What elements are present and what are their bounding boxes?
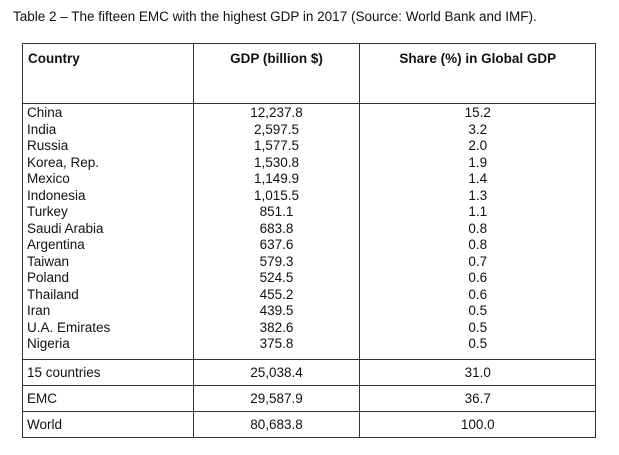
total-share: 100.0	[359, 410, 596, 438]
country-cell: Poland	[27, 270, 70, 285]
gdp-cell: 1,149.9	[253, 171, 300, 186]
total-gdp: 25,038.4	[192, 358, 361, 386]
share-cell: 0.5	[468, 303, 488, 318]
total-label: World	[22, 410, 194, 438]
total-label: EMC	[22, 384, 194, 412]
gdp-cell: 851.1	[259, 204, 294, 219]
share-cell: 0.8	[468, 237, 488, 252]
gdp-cell: 683.8	[259, 220, 294, 236]
share-cell: 2.0	[468, 138, 488, 153]
gdp-cell: 2,597.5	[253, 121, 300, 137]
country-cell: Russia	[27, 138, 69, 153]
gdp-cell: 637.6	[259, 237, 294, 252]
gdp-cell: 455.2	[259, 286, 294, 302]
header-row: Country GDP (billion $) Share (%) in Glo…	[22, 43, 596, 104]
country-cell: Iran	[27, 303, 51, 318]
header-country: Country	[22, 43, 194, 104]
total-row-world: World 80,683.8 100.0	[22, 410, 596, 438]
gdp-cell: 12,237.8	[250, 105, 303, 120]
total-row-15-countries: 15 countries 25,038.4 31.0	[22, 358, 596, 386]
share-cell: 1.1	[468, 204, 488, 219]
share-cell: 15.2	[464, 105, 491, 120]
gdp-cell: 439.5	[259, 303, 294, 318]
country-cell: Thailand	[27, 286, 79, 302]
header-share: Share (%) in Global GDP	[359, 43, 596, 104]
gdp-cell: 1,015.5	[253, 187, 300, 203]
share-cell: 0.5	[468, 319, 488, 335]
total-label: 15 countries	[22, 358, 194, 386]
country-cell: Taiwan	[27, 253, 70, 269]
share-cell: 3.2	[468, 121, 488, 137]
share-column: 15.2 3.2 2.0 1.9 1.4 1.3 1.1 0.8 0.8 0.7…	[359, 103, 596, 360]
country-cell: Argentina	[27, 237, 85, 252]
country-cell: Nigeria	[27, 336, 70, 351]
total-gdp: 29,587.9	[192, 384, 361, 412]
gdp-cell: 1,530.8	[253, 154, 300, 170]
share-cell: 1.3	[468, 187, 488, 203]
gdp-cell: 524.5	[259, 270, 294, 285]
share-cell: 0.6	[468, 286, 488, 302]
table-caption: Table 2 – The fifteen EMC with the highe…	[13, 9, 537, 24]
country-cell: Mexico	[27, 171, 70, 186]
gdp-column: 12,237.8 2,597.5 1,577.5 1,530.8 1,149.9…	[192, 103, 361, 360]
country-cell: Korea, Rep.	[27, 154, 100, 170]
country-cell: India	[27, 121, 57, 137]
share-cell: 0.8	[468, 220, 488, 236]
share-cell: 1.4	[468, 171, 488, 186]
total-gdp: 80,683.8	[192, 410, 361, 438]
country-rows: China India Russia Korea, Rep. Mexico In…	[22, 103, 596, 360]
total-share: 36.7	[359, 384, 596, 412]
country-column: China India Russia Korea, Rep. Mexico In…	[22, 103, 194, 360]
country-cell: China	[27, 105, 63, 120]
country-cell: Saudi Arabia	[27, 220, 104, 236]
country-cell: Turkey	[27, 204, 68, 219]
total-row-emc: EMC 29,587.9 36.7	[22, 384, 596, 412]
gdp-cell: 382.6	[259, 319, 294, 335]
gdp-cell: 1,577.5	[253, 138, 300, 153]
share-cell: 0.5	[468, 336, 488, 351]
total-share: 31.0	[359, 358, 596, 386]
gdp-cell: 579.3	[259, 253, 294, 269]
header-gdp: GDP (billion $)	[192, 43, 361, 104]
share-cell: 0.7	[468, 253, 488, 269]
gdp-cell: 375.8	[259, 336, 294, 351]
share-cell: 0.6	[468, 270, 488, 285]
gdp-table: Country GDP (billion $) Share (%) in Glo…	[22, 43, 596, 438]
country-cell: Indonesia	[27, 187, 86, 203]
share-cell: 1.9	[468, 154, 488, 170]
country-cell: U.A. Emirates	[27, 319, 111, 335]
